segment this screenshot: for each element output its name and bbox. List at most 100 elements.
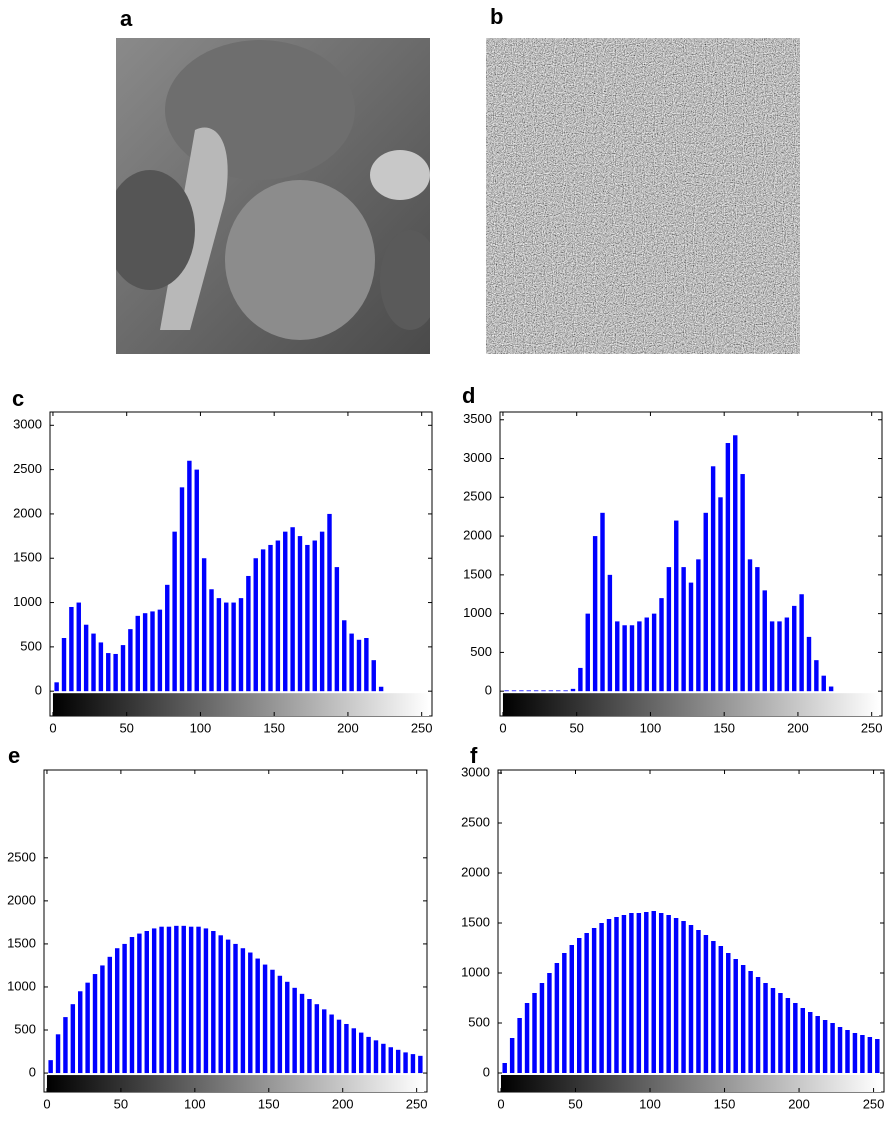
bar <box>666 567 672 692</box>
x-tick-label: 250 <box>411 720 433 735</box>
bar <box>718 497 723 692</box>
bar <box>85 982 90 1074</box>
bar <box>733 959 738 1073</box>
bar <box>54 682 59 692</box>
y-tick-label: 1500 <box>463 566 492 581</box>
bar <box>209 589 214 692</box>
x-tick-label: 150 <box>713 720 735 735</box>
bar <box>792 605 797 692</box>
bar <box>329 1014 334 1074</box>
bar <box>231 602 236 692</box>
bar <box>769 621 775 692</box>
bar <box>548 690 554 692</box>
bar <box>107 956 113 1074</box>
bar <box>410 1054 416 1074</box>
bar <box>800 1008 806 1073</box>
bar <box>319 531 325 692</box>
bar <box>815 1016 820 1073</box>
bar <box>83 624 89 692</box>
bar <box>666 915 671 1073</box>
bar <box>509 1038 515 1073</box>
bar <box>644 617 649 692</box>
bar <box>541 690 546 692</box>
y-tick-label: 2000 <box>13 505 42 520</box>
bar <box>366 1036 371 1074</box>
bar <box>562 953 567 1073</box>
bar <box>225 939 231 1074</box>
bar <box>179 487 185 692</box>
bar <box>378 686 384 692</box>
bar <box>342 620 347 692</box>
bar <box>725 443 731 692</box>
bar <box>240 948 246 1074</box>
bar <box>151 928 157 1074</box>
bar <box>637 621 642 692</box>
bar <box>373 1040 379 1074</box>
bar <box>292 987 297 1074</box>
bar <box>600 512 605 692</box>
y-tick-label: 0 <box>485 683 492 698</box>
x-tick-label: 50 <box>569 720 583 735</box>
bar <box>747 559 753 692</box>
bar <box>92 974 98 1074</box>
bar <box>159 926 164 1074</box>
bar <box>524 1003 530 1073</box>
peppers-image <box>116 38 430 354</box>
bar <box>570 688 576 692</box>
bar <box>556 690 561 692</box>
y-tick-label: 500 <box>14 1021 36 1036</box>
x-tick-label: 50 <box>114 1096 128 1111</box>
bar <box>674 520 679 692</box>
y-tick-label: 3000 <box>13 417 42 432</box>
bar <box>260 549 266 692</box>
panel-label: c <box>12 386 24 411</box>
bar <box>681 921 686 1073</box>
bar <box>336 1019 342 1074</box>
bar <box>755 977 761 1073</box>
y-tick-label: 500 <box>20 638 42 653</box>
bar <box>61 638 67 692</box>
bar <box>137 933 142 1074</box>
y-tick-label: 0 <box>483 1064 490 1079</box>
bar <box>539 983 545 1073</box>
bar <box>806 636 812 692</box>
bar <box>395 1049 401 1074</box>
bar <box>70 1004 76 1074</box>
bar <box>165 584 170 692</box>
y-tick-label: 0 <box>35 683 42 698</box>
bar <box>216 598 222 692</box>
x-tick-label: 100 <box>639 1096 661 1111</box>
y-tick-label: 500 <box>470 644 492 659</box>
bar <box>784 617 790 692</box>
x-tick-label: 150 <box>258 1096 280 1111</box>
bar <box>418 1055 423 1074</box>
bar <box>181 925 186 1074</box>
y-tick-label: 1000 <box>13 594 42 609</box>
bar <box>334 567 340 692</box>
y-tick-label: 2000 <box>463 528 492 543</box>
bar <box>268 544 273 692</box>
bar <box>142 613 148 692</box>
bar <box>157 609 163 692</box>
bar <box>322 1009 327 1074</box>
bar <box>270 969 275 1074</box>
bar <box>563 690 568 692</box>
bar <box>614 917 619 1073</box>
bar <box>822 1020 828 1073</box>
bar <box>283 531 288 692</box>
bar <box>547 973 552 1073</box>
bar <box>196 926 201 1074</box>
x-tick-label: 100 <box>184 1096 206 1111</box>
bar <box>644 912 649 1073</box>
bar <box>755 567 760 692</box>
bar <box>403 1052 408 1074</box>
bar <box>314 1004 320 1074</box>
bar <box>875 1039 880 1073</box>
y-tick-label: 2000 <box>7 892 36 907</box>
bar <box>814 660 819 692</box>
bar <box>299 993 305 1074</box>
bar <box>673 918 679 1073</box>
bar <box>48 1060 53 1074</box>
bar <box>312 540 317 692</box>
